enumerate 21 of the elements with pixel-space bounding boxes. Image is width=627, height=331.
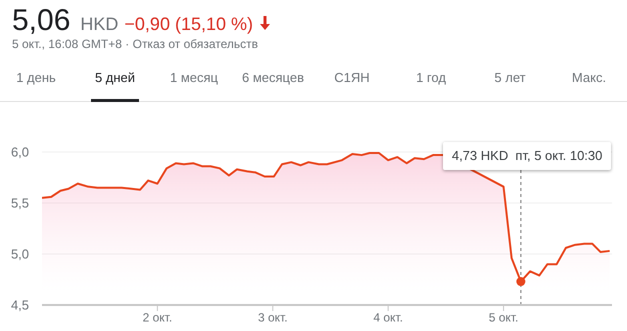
text: 1 день bbox=[15, 69, 57, 87]
y-tick-label: 5,5 bbox=[10, 196, 30, 211]
text: С1ЯН bbox=[333, 69, 371, 87]
text: 5 дней bbox=[94, 69, 136, 87]
x-tick-label: 2 окт. bbox=[142, 310, 172, 325]
chart-subtitle: 5 окт., 16:08 GMT+8 · Отказ от обязательств bbox=[12, 37, 258, 51]
x-tick-label: 3 окт. bbox=[258, 310, 288, 325]
text: Макс. bbox=[570, 69, 608, 87]
x-tick-label: 5 окт. bbox=[488, 310, 518, 325]
text: −0,90 (15,10 %) bbox=[124, 14, 253, 35]
x-tick-label: 4 окт. bbox=[373, 310, 403, 325]
chart-title: 5,06 bbox=[12, 4, 70, 38]
y-tick-label: 5,0 bbox=[10, 246, 30, 262]
text: 5 лет bbox=[493, 69, 527, 87]
y-tick-label: 4,5 bbox=[10, 298, 30, 313]
text: HKD bbox=[80, 14, 118, 35]
text: 1 год bbox=[415, 69, 447, 87]
y-tick-label: 6,0 bbox=[10, 144, 30, 160]
text: 1 месяц bbox=[169, 69, 219, 87]
annotation: 4,73 HKD пт, 5 окт. 10:30 bbox=[442, 142, 612, 170]
text: 6 месяцев bbox=[241, 69, 305, 87]
